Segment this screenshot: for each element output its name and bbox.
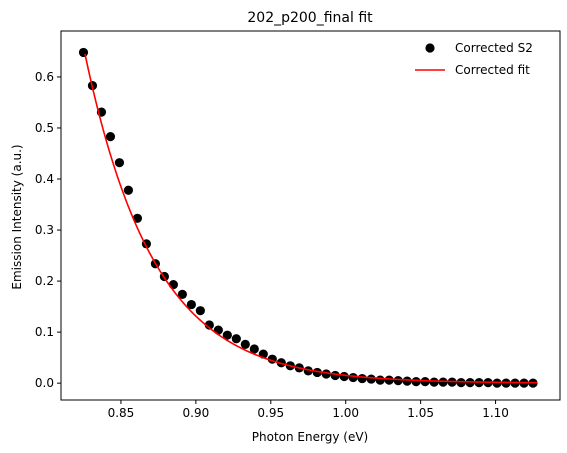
- chart-title: 202_p200_final fit: [247, 10, 373, 26]
- data-point: [393, 376, 403, 386]
- x-tick-label: 0.85: [108, 406, 135, 420]
- data-point: [330, 370, 340, 381]
- data-point: [177, 289, 187, 299]
- x-tick-label: 1.05: [407, 406, 434, 420]
- data-point: [204, 320, 214, 330]
- data-point: [429, 377, 439, 387]
- plot-area: [78, 47, 538, 388]
- data-point: [348, 372, 358, 383]
- data-point: [132, 213, 143, 223]
- data-point: [222, 330, 232, 340]
- data-point: [492, 378, 502, 388]
- x-axis-label: Photon Energy (eV): [252, 430, 368, 444]
- axes-frame: [60, 30, 561, 401]
- data-point: [105, 132, 116, 142]
- y-tick-label: 0.1: [35, 325, 54, 339]
- legend: Corrected S2 Corrected fit: [415, 41, 533, 77]
- data-point: [123, 185, 134, 195]
- x-tick-label: 0.95: [257, 406, 284, 420]
- data-point: [78, 47, 89, 58]
- data-point: [420, 377, 430, 387]
- y-tick-label: 0.6: [35, 70, 54, 84]
- y-tick-label: 0.0: [35, 376, 54, 390]
- data-point: [357, 373, 367, 384]
- data-point: [438, 377, 448, 387]
- data-point: [402, 376, 412, 386]
- y-tick-label: 0.5: [35, 121, 54, 135]
- data-point: [366, 374, 376, 384]
- data-point: [240, 339, 250, 349]
- legend-label-corrected-s2: Corrected S2: [455, 41, 533, 55]
- data-point: [168, 280, 178, 290]
- y-tick-label: 0.3: [35, 223, 54, 237]
- x-tick-label: 1.10: [482, 406, 509, 420]
- data-point: [231, 334, 241, 344]
- data-point: [249, 344, 259, 354]
- data-point: [195, 306, 205, 316]
- y-tick-label: 0.4: [35, 172, 54, 186]
- x-tick-label: 0.90: [183, 406, 210, 420]
- axis-ticks: 0.85 0.90 0.95 1.00 1.05 1.10 0.0 0.1 0.2 0.3 0.4 0…: [35, 70, 509, 420]
- data-point: [213, 325, 223, 335]
- legend-marker-corrected-s2: [425, 43, 435, 53]
- data-point: [375, 375, 385, 385]
- data-point: [186, 299, 196, 310]
- fit-line: [84, 53, 538, 384]
- data-point: [321, 369, 331, 379]
- data-point: [384, 375, 394, 385]
- data-point: [339, 371, 349, 382]
- data-point: [411, 377, 421, 387]
- data-point: [456, 378, 466, 388]
- x-tick-label: 1.00: [332, 406, 359, 420]
- y-tick-label: 0.2: [35, 274, 54, 288]
- data-point: [312, 367, 322, 378]
- y-axis-label: Emission Intensity (a.u.): [10, 144, 24, 289]
- legend-label-corrected-fit: Corrected fit: [455, 63, 530, 77]
- data-point: [114, 158, 125, 168]
